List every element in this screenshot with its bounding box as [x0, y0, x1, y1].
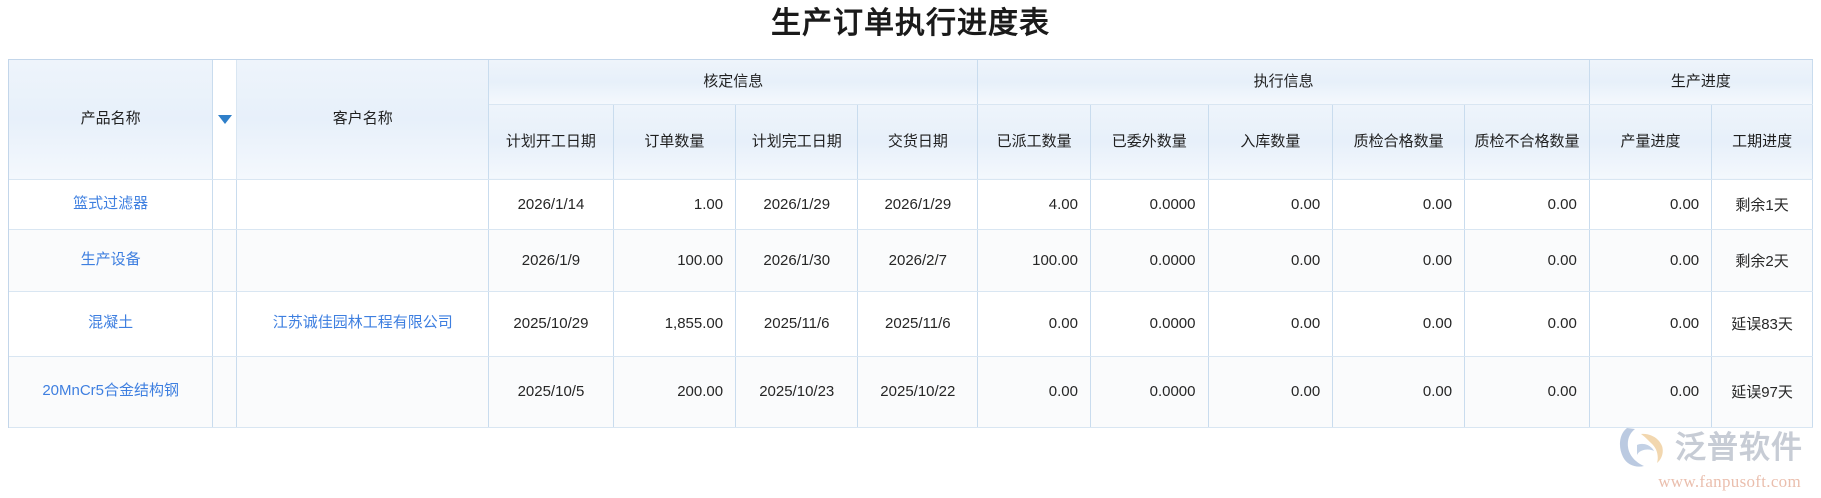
table-row[interactable]: 20MnCr5合金结构钢 2025/10/5 200.00 2025/10/23… [9, 356, 1813, 428]
cell-qc-pass-qty: 0.00 [1332, 356, 1466, 428]
cell-qc-pass-qty: 0.00 [1332, 291, 1466, 357]
product-name-sort-button[interactable] [212, 60, 238, 180]
cell-schedule-progress: 延误83天 [1711, 291, 1813, 357]
cell-plan-finish-date: 2025/10/23 [735, 356, 859, 428]
cell-order-qty: 100.00 [613, 229, 737, 292]
col-group-header-execution-info: 执行信息 [977, 60, 1590, 105]
table-row[interactable]: 篮式过滤器 2026/1/14 1.00 2026/1/29 2026/1/29… [9, 179, 1813, 230]
cell-sort-spacer [212, 229, 238, 292]
customer-name-link[interactable]: 江苏诚佳园林工程有限公司 [272, 314, 453, 332]
table-row[interactable]: 生产设备 2026/1/9 100.00 2026/1/30 2026/2/7 … [9, 229, 1813, 292]
header-sub-row: 计划开工日期 订单数量 计划完工日期 交货日期 已派工数量 已委外数量 入库数量… [9, 104, 1813, 180]
cell-plan-finish-date: 2026/1/29 [735, 179, 859, 230]
col-header-outsourced-qty[interactable]: 已委外数量 [1090, 104, 1209, 180]
product-name-link[interactable]: 混凝土 [88, 314, 134, 332]
page-title: 生产订单执行进度表 [771, 7, 1050, 40]
cell-sort-spacer [212, 291, 238, 357]
cell-plan-start-date: 2025/10/29 [488, 291, 614, 357]
watermark-brand-row: 泛普软件 [1617, 425, 1803, 469]
cell-qc-fail-qty: 0.00 [1464, 179, 1590, 230]
header-group-row: 产品名称 客户名称 核定信息 执行信息 生产进度 [9, 60, 1814, 180]
table-body: 篮式过滤器 2026/1/14 1.00 2026/1/29 2026/1/29… [9, 179, 1813, 428]
cell-instock-qty: 0.00 [1208, 229, 1334, 292]
cell-product-name[interactable]: 混凝土 [9, 291, 214, 357]
cell-product-name[interactable]: 20MnCr5合金结构钢 [9, 356, 214, 428]
cell-delivery-date: 2026/2/7 [857, 229, 979, 292]
col-header-plan-start-date[interactable]: 计划开工日期 [488, 104, 614, 180]
cell-plan-start-date: 2025/10/5 [488, 356, 614, 428]
col-header-qc-fail-qty[interactable]: 质检不合格数量 [1464, 104, 1590, 180]
table-row[interactable]: 混凝土 江苏诚佳园林工程有限公司 2025/10/29 1,855.00 202… [9, 291, 1813, 357]
col-header-qc-pass-qty[interactable]: 质检合格数量 [1332, 104, 1466, 180]
cell-sort-spacer [212, 356, 238, 428]
col-header-delivery-date[interactable]: 交货日期 [857, 104, 979, 180]
cell-schedule-progress: 延误97天 [1711, 356, 1813, 428]
cell-outsourced-qty: 0.0000 [1090, 229, 1209, 292]
data-table: 产品名称 客户名称 核定信息 执行信息 生产进度 计划开工日期 订单数量 计划完… [9, 60, 1814, 428]
col-header-product-name[interactable]: 产品名称 [9, 60, 214, 180]
cell-qc-pass-qty: 0.00 [1332, 229, 1466, 292]
cell-outsourced-qty: 0.0000 [1090, 179, 1209, 230]
cell-instock-qty: 0.00 [1208, 356, 1334, 428]
cell-plan-finish-date: 2026/1/30 [735, 229, 859, 292]
cell-instock-qty: 0.00 [1208, 179, 1334, 230]
product-name-link[interactable]: 生产设备 [80, 250, 141, 268]
cell-order-qty: 1.00 [613, 179, 737, 230]
cell-qc-fail-qty: 0.00 [1464, 291, 1590, 357]
cell-plan-start-date: 2026/1/14 [488, 179, 614, 230]
table-head: 产品名称 客户名称 核定信息 执行信息 生产进度 计划开工日期 订单数量 计划完… [9, 60, 1814, 180]
cell-output-progress: 0.00 [1589, 229, 1713, 292]
cell-sort-spacer [212, 179, 238, 230]
cell-customer-name[interactable] [236, 229, 490, 292]
watermark-brand-text: 泛普软件 [1675, 429, 1803, 465]
cell-dispatched-qty: 4.00 [977, 179, 1091, 230]
cell-output-progress: 0.00 [1589, 356, 1713, 428]
cell-delivery-date: 2026/1/29 [857, 179, 979, 230]
product-name-link[interactable]: 篮式过滤器 [73, 194, 149, 212]
cell-plan-finish-date: 2025/11/6 [735, 291, 859, 357]
cell-outsourced-qty: 0.0000 [1090, 356, 1209, 428]
cell-output-progress: 0.00 [1589, 291, 1713, 357]
chevron-down-icon [217, 114, 232, 124]
cell-schedule-progress: 剩余1天 [1711, 179, 1813, 230]
col-group-header-approved-info: 核定信息 [488, 60, 979, 105]
cell-delivery-date: 2025/11/6 [857, 291, 979, 357]
col-header-schedule-progress[interactable]: 工期进度 [1711, 104, 1813, 180]
cell-customer-name[interactable] [236, 356, 490, 428]
watermark-url: www.fanpusoft.com [1658, 472, 1801, 491]
cell-dispatched-qty: 0.00 [977, 291, 1091, 357]
cell-output-progress: 0.00 [1589, 179, 1713, 230]
cell-customer-name[interactable] [236, 179, 490, 230]
cell-schedule-progress: 剩余2天 [1711, 229, 1813, 292]
col-group-header-production-progress: 生产进度 [1589, 60, 1814, 105]
watermark: 泛普软件 www.fanpusoft.com [1533, 420, 1803, 492]
cell-qc-fail-qty: 0.00 [1464, 229, 1590, 292]
cell-qc-fail-qty: 0.00 [1464, 356, 1590, 428]
cell-customer-name[interactable]: 江苏诚佳园林工程有限公司 [236, 291, 490, 357]
col-header-instock-qty[interactable]: 入库数量 [1208, 104, 1334, 180]
cell-plan-start-date: 2026/1/9 [488, 229, 614, 292]
cell-instock-qty: 0.00 [1208, 291, 1334, 357]
cell-outsourced-qty: 0.0000 [1090, 291, 1209, 357]
cell-product-name[interactable]: 生产设备 [9, 229, 214, 292]
cell-delivery-date: 2025/10/22 [857, 356, 979, 428]
col-header-output-progress[interactable]: 产量进度 [1589, 104, 1713, 180]
col-header-dispatched-qty[interactable]: 已派工数量 [977, 104, 1091, 180]
cell-dispatched-qty: 100.00 [977, 229, 1091, 292]
cell-order-qty: 1,855.00 [613, 291, 737, 357]
col-header-customer-name[interactable]: 客户名称 [236, 60, 490, 180]
product-name-link[interactable]: 20MnCr5合金结构钢 [42, 382, 180, 400]
cell-qc-pass-qty: 0.00 [1332, 179, 1466, 230]
cell-product-name[interactable]: 篮式过滤器 [9, 179, 214, 230]
production-order-progress-grid: 产品名称 客户名称 核定信息 执行信息 生产进度 计划开工日期 订单数量 计划完… [8, 59, 1814, 428]
cell-dispatched-qty: 0.00 [977, 356, 1091, 428]
fanpu-logo-icon [1617, 425, 1669, 469]
col-header-plan-finish-date[interactable]: 计划完工日期 [735, 104, 859, 180]
cell-order-qty: 200.00 [613, 356, 737, 428]
col-header-order-qty[interactable]: 订单数量 [613, 104, 737, 180]
